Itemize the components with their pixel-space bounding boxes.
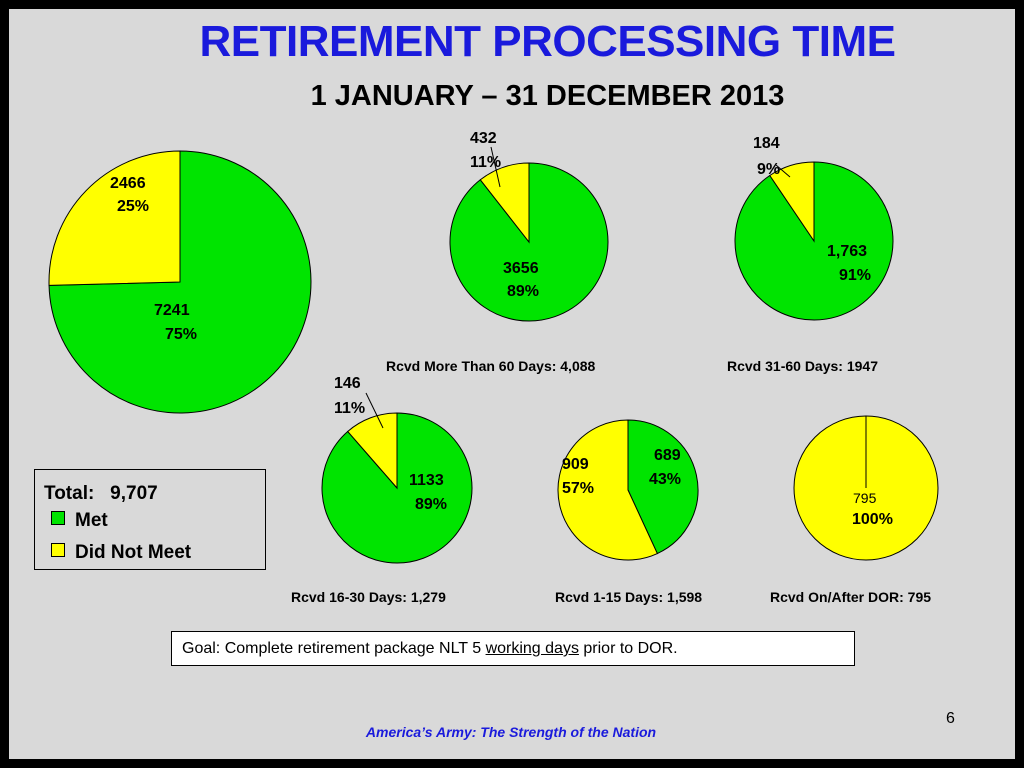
total-not-met-value: 2466 [110,175,146,192]
total-slice-not-met [48,150,181,286]
d1-15-not-met-value: 909 [562,456,589,473]
legend-not-met-label: Did Not Meet [75,542,192,563]
legend-total: Total: 9,707 [44,483,158,505]
legend-total-label: Total: [44,483,95,504]
gt60-caption: Rcvd More Than 60 Days: 4,088 [386,358,596,374]
d16-30-met-pct: 89% [415,496,448,513]
d31-60-met-pct: 91% [839,267,872,284]
d16_30-slice-not-met [346,412,398,490]
legend-item-met: Met [51,510,108,532]
d1-15-not-met-pct: 57% [562,480,595,497]
gt60-leader-line [490,146,501,188]
legend-item-not-met: Did Not Meet [51,542,191,564]
d31_60-slice-not-met [769,161,815,243]
goal-suffix: prior to DOR. [578,640,678,657]
d31-60-not-met-pct: 9% [757,161,781,178]
d16-30-not-met-pct: 11% [334,400,366,417]
pie-charts [48,146,939,564]
gt60-slice-not-met [479,162,530,244]
d16-30-caption: Rcvd 16-30 Days: 1,279 [291,589,446,605]
goal-prefix: Goal: Complete retirement package NLT 5 [182,640,486,657]
d16-30-met-value: 1133 [409,472,444,489]
total-met-pct: 75% [165,326,198,343]
d31-60-met-value: 1,763 [827,243,868,260]
d16-30-not-met-value: 146 [334,375,361,392]
gt60-not-met-value: 432 [470,130,497,147]
d1_15-slice-met [627,419,699,555]
footer-tagline: America’s Army: The Strength of the Nati… [365,724,657,740]
d1-15-caption: Rcvd 1-15 Days: 1,598 [555,589,703,605]
d1_15-slice-not-met [557,419,659,561]
met-swatch [51,511,65,525]
after-dor-value: 795 [853,490,877,506]
page-title: RETIREMENT PROCESSING TIME [199,17,896,66]
total-not-met-pct: 25% [117,198,150,215]
d31-60-caption: Rcvd 31-60 Days: 1947 [727,358,878,374]
legend-total-value: 9,707 [110,483,158,504]
total-met-value: 7241 [154,302,190,319]
after-dor-caption: Rcvd On/After DOR: 795 [770,589,932,605]
d31_60-leader-line [775,164,791,178]
gt60-met-value: 3656 [503,260,539,277]
d16_30-leader-line [365,392,384,429]
goal-box: Goal: Complete retirement package NLT 5 … [171,631,855,666]
legend-met-label: Met [75,510,108,531]
slide: RETIREMENT PROCESSING TIME 1 JANUARY – 3… [9,9,1015,759]
d1-15-met-pct: 43% [649,471,682,488]
page-number: 6 [946,710,955,727]
not-met-swatch [51,543,65,557]
after-dor-pct: 100% [852,511,893,528]
legend: Total: 9,707 Met Did Not Meet [34,469,266,570]
page-subtitle: 1 JANUARY – 31 DECEMBER 2013 [310,80,785,112]
gt60-met-pct: 89% [507,283,540,300]
d1-15-met-value: 689 [654,447,681,464]
goal-underlined: working days [485,640,579,657]
gt60-not-met-pct: 11% [470,154,502,171]
d31-60-not-met-value: 184 [753,135,780,152]
